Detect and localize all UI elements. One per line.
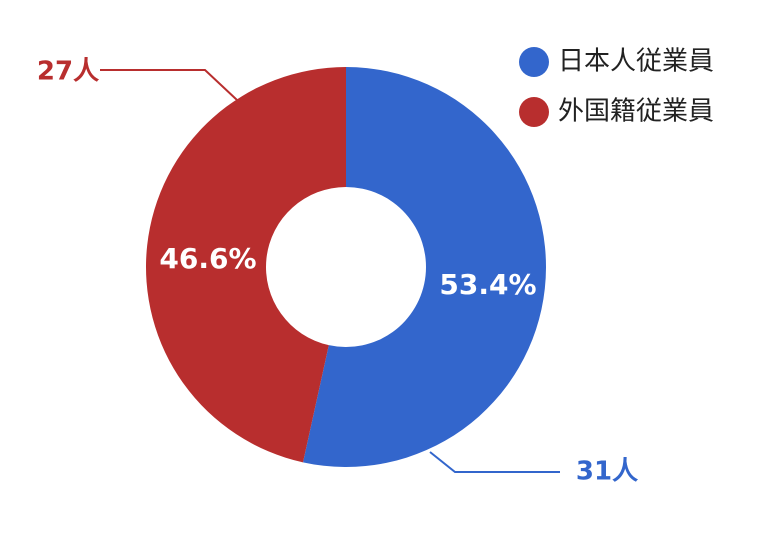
value-label: 27人 [37,57,99,87]
donut-slice [146,67,346,463]
value-label: 31人 [576,457,638,487]
leader-line [100,69,238,101]
legend-swatch [519,47,549,77]
share-label: 46.6% [159,242,256,275]
donut-slice [303,67,547,467]
legend-swatch [519,97,549,127]
share-label: 53.4% [439,268,536,301]
leader-line [429,451,560,473]
legend-label: 日本人従業員 [558,47,714,77]
legend-label: 外国籍従業員 [558,97,714,127]
